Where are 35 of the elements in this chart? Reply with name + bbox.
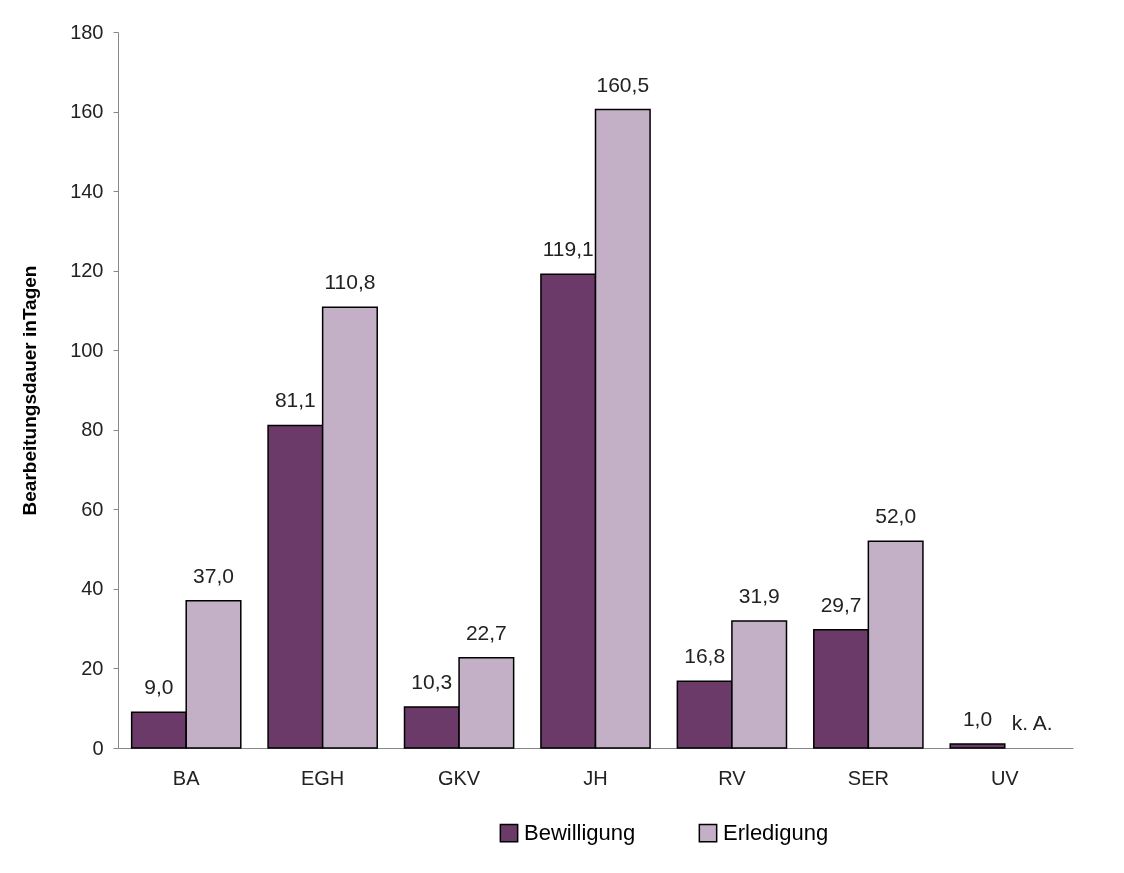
- data-label: 119,1: [542, 237, 594, 261]
- data-label: 81,1: [274, 388, 316, 412]
- y-tick-label: 40: [81, 577, 104, 600]
- legend-label: Erledigung: [723, 820, 829, 846]
- data-label: 10,3: [411, 670, 453, 694]
- data-label: 110,8: [324, 270, 376, 294]
- text: k. A.: [1011, 711, 1053, 734]
- y-tick-label: 0: [92, 736, 104, 759]
- x-tick-label: EGH: [300, 766, 345, 789]
- data-label: 29,7: [820, 592, 862, 616]
- x-tick-label: RV: [718, 766, 747, 789]
- data-label: 22,7: [465, 620, 507, 644]
- y-tick-label: 60: [81, 497, 104, 520]
- data-label: 16,8: [684, 644, 726, 668]
- y-axis-title: Bearbeitungsdauer inTagen: [19, 265, 41, 516]
- y-tick-label: 80: [81, 418, 104, 441]
- data-label: 52,0: [875, 504, 917, 528]
- data-label: 1,0: [962, 707, 993, 731]
- bar: [949, 743, 1006, 749]
- y-tick-label: 20: [81, 656, 104, 679]
- data-label: 31,9: [738, 584, 780, 608]
- y-tick-label: 140: [70, 179, 104, 202]
- y-tick-label: 120: [70, 259, 104, 282]
- x-tick-label: GKV: [437, 766, 481, 789]
- x-tick-label: BA: [172, 766, 201, 789]
- y-tick-label: 100: [70, 338, 104, 361]
- y-tick-label: 160: [70, 100, 104, 123]
- data-label: 160,5: [596, 72, 650, 96]
- data-label: 9,0: [144, 675, 174, 699]
- data-label: 37,0: [193, 563, 234, 587]
- x-tick-label: JH: [583, 766, 608, 789]
- x-tick-label: SER: [847, 766, 889, 789]
- legend-label: Bewilligung: [524, 820, 636, 846]
- y-tick-label: 180: [70, 20, 104, 43]
- x-tick-label: UV: [990, 766, 1020, 789]
